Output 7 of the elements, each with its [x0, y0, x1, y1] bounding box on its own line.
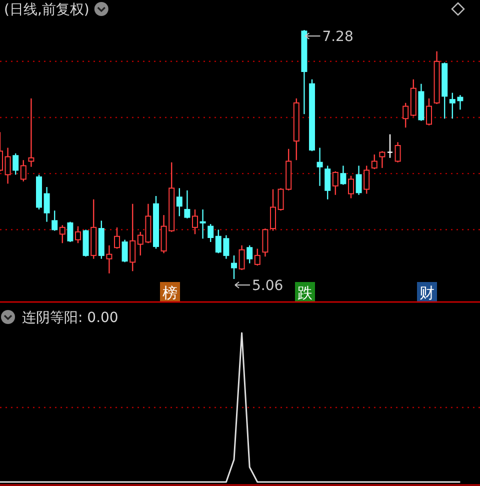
chart-title: (日线,前复权) — [4, 2, 90, 18]
annotation: 5.06 — [252, 278, 284, 294]
chart-title: 连阴等阳: 0.00 — [22, 310, 118, 326]
annotation: 7.28 — [322, 29, 354, 45]
text: 榜 — [162, 284, 178, 302]
text: 跌 — [298, 284, 312, 302]
text: 财 — [420, 284, 434, 302]
